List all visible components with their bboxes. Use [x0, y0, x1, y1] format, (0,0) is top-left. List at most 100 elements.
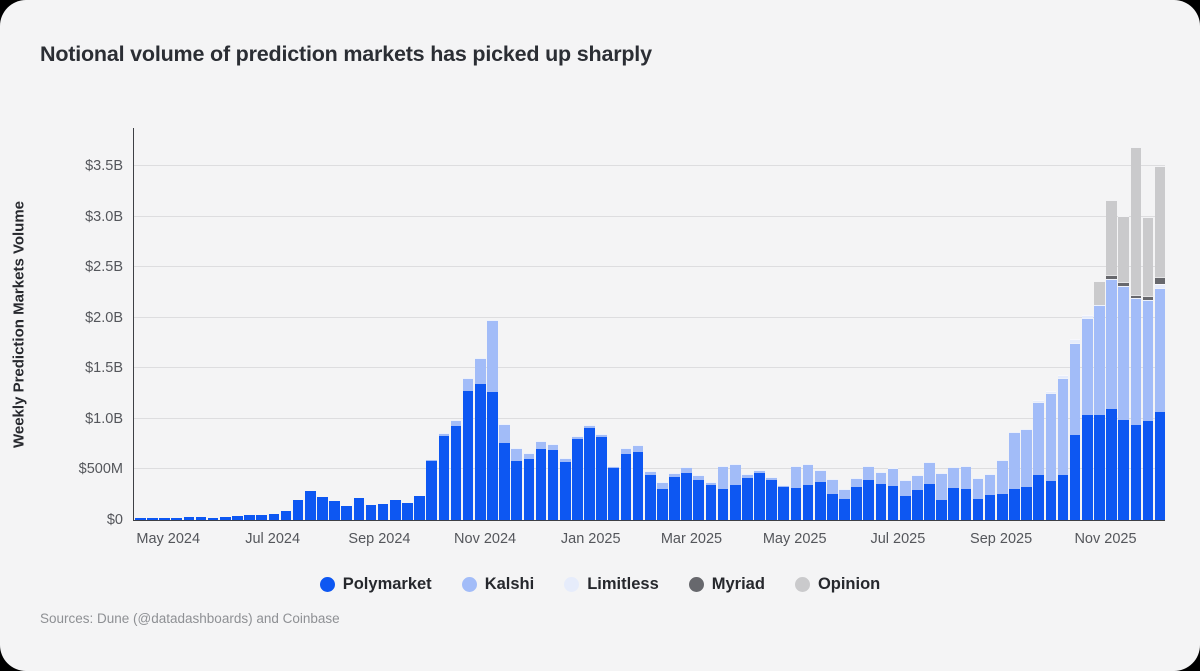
bar[interactable]: [863, 466, 875, 520]
bar[interactable]: [754, 470, 765, 520]
bar[interactable]: [802, 464, 814, 520]
bar[interactable]: [1081, 314, 1093, 520]
bar[interactable]: [948, 466, 960, 520]
bar[interactable]: [256, 514, 268, 520]
bar[interactable]: [766, 477, 777, 520]
bar[interactable]: [899, 479, 911, 520]
bar[interactable]: [851, 477, 862, 520]
bar[interactable]: [936, 472, 947, 520]
bar[interactable]: [219, 516, 231, 520]
bar[interactable]: [996, 460, 1008, 520]
bar[interactable]: [924, 461, 935, 520]
bar[interactable]: [268, 513, 280, 520]
bar[interactable]: [183, 517, 195, 520]
bar[interactable]: [1057, 375, 1069, 520]
bar[interactable]: [717, 465, 729, 520]
bar[interactable]: [450, 419, 462, 520]
bar[interactable]: [693, 475, 705, 520]
bar-segment-kalshi: [474, 358, 486, 385]
bar[interactable]: [1009, 432, 1020, 520]
bar[interactable]: [827, 478, 838, 520]
bar[interactable]: [972, 478, 984, 520]
bar[interactable]: [1106, 200, 1117, 520]
legend-item-kalshi[interactable]: Kalshi: [461, 575, 534, 594]
bar[interactable]: [875, 471, 887, 520]
bar[interactable]: [742, 474, 753, 520]
bar-segment-opinion: [1130, 146, 1142, 295]
bar[interactable]: [1069, 339, 1081, 520]
bar[interactable]: [147, 518, 158, 520]
legend-item-opinion[interactable]: Opinion: [794, 575, 880, 594]
bar[interactable]: [499, 423, 510, 520]
bar[interactable]: [135, 517, 146, 520]
bar[interactable]: [341, 506, 353, 520]
bar[interactable]: [414, 495, 425, 520]
bar[interactable]: [292, 499, 304, 520]
bar[interactable]: [426, 460, 438, 520]
bar[interactable]: [1142, 217, 1154, 520]
bar[interactable]: [584, 424, 595, 520]
bar[interactable]: [377, 503, 389, 520]
bar[interactable]: [1094, 281, 1105, 520]
bar[interactable]: [353, 498, 365, 520]
bar[interactable]: [790, 465, 802, 520]
bar[interactable]: [232, 515, 243, 520]
bar[interactable]: [523, 453, 535, 520]
bar-segment-kalshi: [912, 475, 923, 491]
bar[interactable]: [438, 433, 450, 520]
legend-item-myriad[interactable]: Myriad: [688, 575, 765, 594]
bar[interactable]: [159, 517, 170, 520]
bar[interactable]: [620, 447, 632, 520]
legend-item-polymarket[interactable]: Polymarket: [319, 575, 432, 594]
bar[interactable]: [559, 458, 571, 520]
bar[interactable]: [729, 464, 741, 520]
bar[interactable]: [1021, 428, 1032, 520]
bar[interactable]: [304, 490, 316, 520]
bar[interactable]: [402, 502, 413, 520]
bar[interactable]: [511, 448, 522, 520]
bar[interactable]: [572, 435, 583, 520]
bar-segment-polymarket: [632, 452, 644, 520]
bar[interactable]: [474, 358, 486, 520]
bar[interactable]: [244, 514, 255, 520]
bar[interactable]: [912, 475, 923, 520]
bar[interactable]: [778, 484, 790, 520]
bar[interactable]: [839, 489, 850, 520]
bar[interactable]: [814, 470, 826, 520]
bar[interactable]: [657, 481, 668, 520]
bar[interactable]: [535, 440, 547, 520]
bar[interactable]: [329, 500, 340, 520]
bar[interactable]: [1154, 166, 1166, 520]
bar[interactable]: [669, 472, 680, 520]
bar[interactable]: [960, 465, 972, 520]
bar[interactable]: [681, 467, 692, 520]
bar-segment-kalshi: [669, 472, 680, 478]
bar[interactable]: [1045, 391, 1057, 520]
bar[interactable]: [207, 517, 219, 520]
bar[interactable]: [887, 468, 899, 520]
bar[interactable]: [644, 471, 656, 520]
bar[interactable]: [608, 465, 620, 520]
bar[interactable]: [1033, 400, 1045, 520]
bar[interactable]: [389, 499, 401, 520]
bar-segment-polymarket: [620, 454, 632, 520]
bar[interactable]: [317, 497, 328, 520]
bar[interactable]: [1118, 215, 1130, 520]
legend-item-limitless[interactable]: Limitless: [564, 575, 659, 594]
bar[interactable]: [547, 443, 559, 520]
bar[interactable]: [705, 482, 717, 520]
bar[interactable]: [487, 319, 498, 520]
bar[interactable]: [1130, 146, 1142, 520]
bar[interactable]: [632, 445, 644, 520]
bar-segment-polymarket: [1142, 421, 1154, 520]
y-tick-label: $500M: [78, 461, 123, 478]
bar[interactable]: [195, 517, 207, 520]
bar[interactable]: [984, 474, 996, 520]
bar[interactable]: [280, 510, 292, 520]
bar[interactable]: [462, 378, 474, 520]
bar-segment-kalshi: [693, 475, 705, 480]
bar-segment-polymarket: [827, 494, 838, 520]
bar[interactable]: [365, 504, 377, 520]
bar[interactable]: [171, 518, 183, 520]
bar[interactable]: [596, 434, 607, 520]
